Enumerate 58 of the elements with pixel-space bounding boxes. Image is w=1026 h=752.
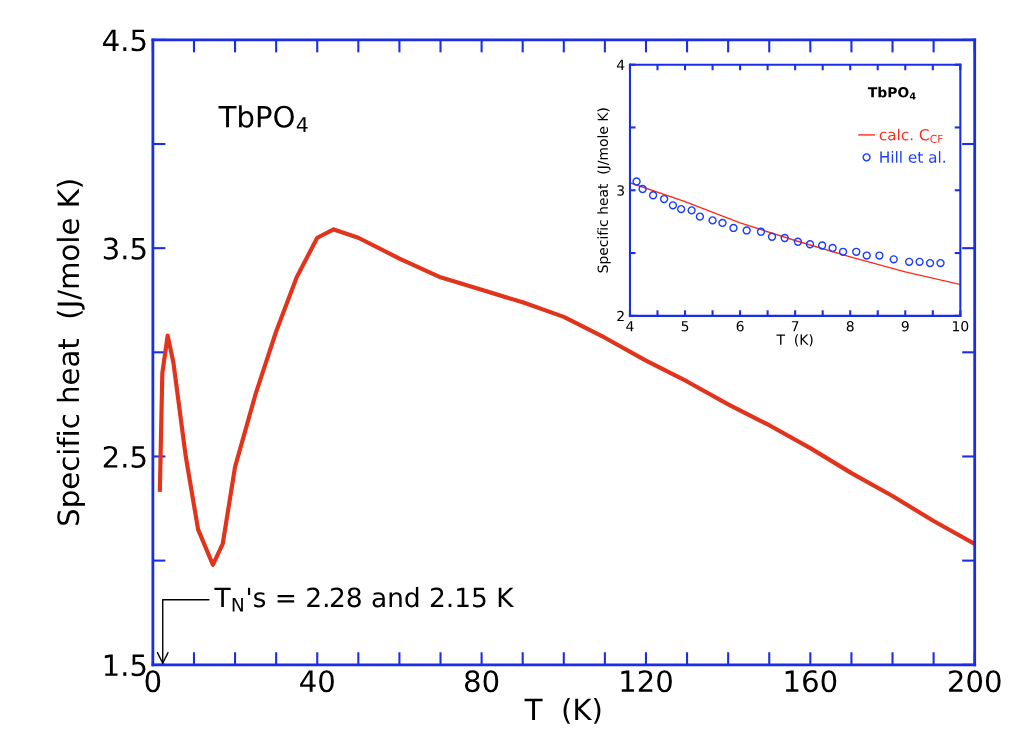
text: TbPO$_{4}$	[867, 86, 916, 100]
point	[889, 255, 898, 264]
point	[875, 251, 884, 260]
point	[852, 247, 861, 256]
point	[638, 184, 647, 194]
y-tick-label: 3.5	[103, 237, 146, 260]
x-tick-label: 8	[846, 320, 854, 332]
y-tick-label: 2	[617, 310, 624, 322]
legend-label: calc. C$_{CF}$	[879, 128, 943, 143]
point	[780, 233, 789, 243]
point	[668, 201, 678, 210]
y-axis-title: Specific heat (J/mole K)	[56, 180, 85, 525]
x-tick-label: 5	[681, 321, 689, 332]
line-series	[629, 182, 961, 286]
point	[862, 251, 871, 260]
point	[632, 177, 641, 186]
y-tick-label: 2.5	[103, 445, 146, 468]
x-tick-label: 120	[621, 670, 672, 693]
x-axis-title: T (K)	[524, 697, 601, 724]
point	[936, 258, 945, 268]
point	[677, 204, 686, 214]
point	[828, 243, 837, 253]
x-tick-label: 0	[145, 670, 161, 693]
y-tick-label: 3	[617, 185, 624, 196]
point	[838, 247, 848, 256]
point	[742, 226, 751, 235]
point	[659, 194, 669, 204]
point	[805, 240, 815, 249]
y-tick-label: 4.5	[103, 29, 146, 52]
point	[648, 191, 658, 200]
annotation: T$_{N}$'s = 2.28 and 2.15 K	[214, 587, 515, 612]
text: TbPO$_{4}$	[218, 105, 308, 133]
x-tick-label: 160	[785, 670, 837, 693]
y-tick-label: 4	[616, 59, 625, 70]
x-tick-label: 40	[300, 670, 334, 693]
point	[915, 257, 924, 267]
point	[767, 232, 777, 241]
point	[756, 227, 766, 236]
y-tick-label: 1.5	[104, 654, 146, 677]
x-tick-label: 80	[465, 670, 499, 693]
point	[904, 257, 914, 267]
x-tick-label: 4	[626, 321, 634, 332]
y-axis-title: Specific heat (J/mole K)	[597, 108, 611, 273]
x-tick-label: 7	[791, 321, 799, 332]
point	[687, 206, 696, 215]
x-tick-label: 10	[953, 320, 969, 332]
point	[793, 237, 803, 246]
point	[729, 223, 738, 233]
point	[718, 218, 727, 228]
legend-label: Hill et al.	[880, 151, 945, 163]
point	[925, 258, 935, 268]
point	[817, 241, 827, 250]
x-axis-title: T (K)	[776, 334, 813, 347]
x-tick-label: 6	[736, 320, 744, 332]
x-tick-label: 9	[901, 320, 909, 332]
x-tick-label: 200	[949, 670, 1001, 693]
point	[695, 212, 705, 221]
point	[708, 216, 717, 225]
